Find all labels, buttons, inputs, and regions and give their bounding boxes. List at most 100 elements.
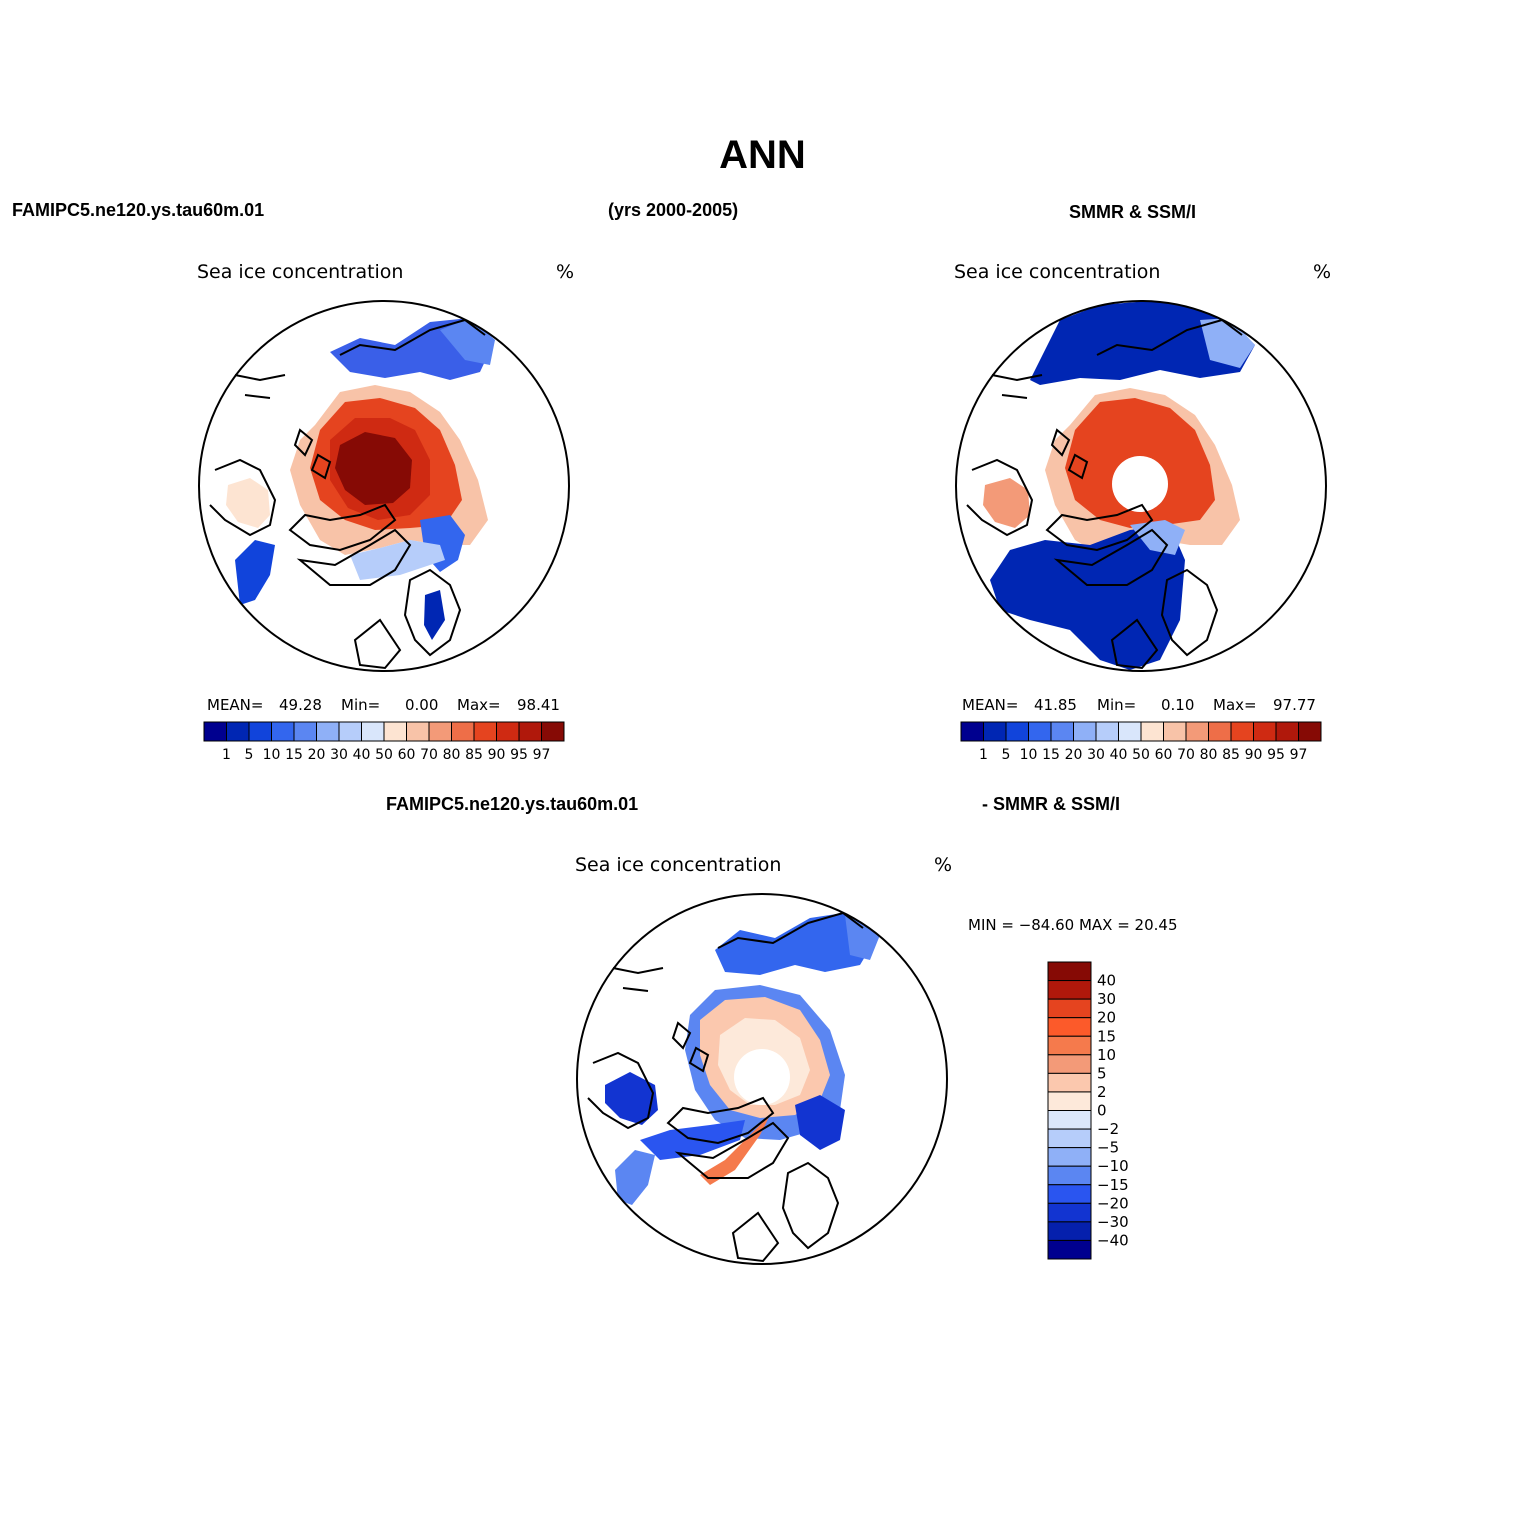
diff-colorbar-swatch bbox=[1047, 1072, 1092, 1093]
model-colorbar-swatch bbox=[518, 721, 542, 742]
obs-min-value: 0.10 bbox=[1161, 696, 1195, 714]
model-panel-units: % bbox=[556, 261, 575, 283]
obs-colorbar-swatch bbox=[1185, 721, 1209, 742]
obs-colorbar-swatch bbox=[1050, 721, 1074, 742]
model-coastlines bbox=[209, 318, 486, 670]
model-panel-variable: Sea ice concentration bbox=[197, 261, 404, 283]
obs-panel-units: % bbox=[1313, 261, 1332, 283]
obs-colorbar-tick-label: 50 bbox=[1132, 747, 1150, 763]
diff-colorbar-swatch bbox=[1047, 1221, 1092, 1241]
diff-colorbar-tick-label: −5 bbox=[1097, 1139, 1119, 1157]
obs-ice-atlantic bbox=[990, 525, 1185, 670]
model-map-boundary bbox=[198, 300, 570, 672]
model-colorbar-tick-label: 85 bbox=[465, 747, 483, 763]
model-colorbar-swatch bbox=[428, 721, 452, 742]
model-colorbar-tick-label: 70 bbox=[420, 747, 438, 763]
model-colorbar-tick-label: 1 bbox=[222, 747, 231, 763]
diff-greenland-sea bbox=[795, 1095, 845, 1150]
model-colorbar-tick-label: 50 bbox=[375, 747, 393, 763]
obs-colorbar-swatch bbox=[1095, 721, 1119, 742]
obs-ice-atlantic-edge bbox=[1130, 520, 1185, 555]
model-colorbar-tick-label: 15 bbox=[285, 747, 303, 763]
model-colorbar-swatch bbox=[203, 721, 227, 742]
model-colorbar-swatch bbox=[338, 721, 362, 742]
diff-colorbar-swatch bbox=[1047, 1165, 1092, 1186]
diff-obs-label: - SMMR & SSM/I bbox=[982, 794, 1120, 814]
obs-colorbar-tick-label: 60 bbox=[1155, 747, 1173, 763]
obs-panel-variable: Sea ice concentration bbox=[954, 261, 1161, 283]
obs-colorbar-swatch bbox=[1230, 721, 1254, 742]
model-run-label: FAMIPC5.ne120.ys.tau60m.01 bbox=[12, 200, 265, 220]
diff-model-run-label: FAMIPC5.ne120.ys.tau60m.01 bbox=[386, 794, 639, 814]
diff-colorbar-swatch bbox=[1047, 1091, 1092, 1111]
model-mean-value: 49.28 bbox=[279, 696, 322, 714]
model-colorbar-tick-label: 30 bbox=[330, 747, 348, 763]
diff-minmax: MIN = −84.60 MAX = 20.45 bbox=[968, 916, 1178, 934]
diff-colorbar-swatch bbox=[1047, 1147, 1092, 1167]
obs-dataset-label: SMMR & SSM/I bbox=[1069, 202, 1197, 222]
obs-colorbar-tick-label: 15 bbox=[1042, 747, 1060, 763]
obs-colorbar-tick-label: 97 bbox=[1290, 747, 1308, 763]
diff-colorbar-swatch bbox=[1047, 1054, 1092, 1074]
model-colorbar-swatch bbox=[406, 721, 430, 742]
obs-min-label: Min= bbox=[1097, 696, 1137, 714]
model-colorbar-swatch bbox=[226, 721, 250, 742]
diff-atlantic-streak bbox=[700, 1115, 770, 1185]
model-colorbar-tick-label: 90 bbox=[488, 747, 506, 763]
model-colorbar-tick-label: 40 bbox=[353, 747, 371, 763]
model-colorbar-swatch bbox=[293, 721, 317, 742]
model-colorbar-tick-label: 97 bbox=[533, 747, 551, 763]
model-colorbar-swatch bbox=[473, 721, 497, 742]
model-colorbar-tick-label: 10 bbox=[263, 747, 281, 763]
model-colorbar-swatch bbox=[383, 721, 407, 742]
diff-atlantic-blue bbox=[640, 1120, 745, 1160]
obs-colorbar-tick-label: 95 bbox=[1267, 747, 1285, 763]
model-colorbar-swatch bbox=[361, 721, 385, 742]
model-ice-atlantic-edge bbox=[350, 540, 445, 580]
diff-labrador bbox=[615, 1150, 655, 1205]
model-colorbar-swatch bbox=[541, 721, 565, 742]
diff-coastlines bbox=[587, 911, 864, 1263]
model-polar-map bbox=[198, 300, 570, 672]
years-label: (yrs 2000-2005) bbox=[608, 200, 739, 220]
obs-colorbar-tick-label: 1 bbox=[979, 747, 988, 763]
diff-colorbar-tick-label: −10 bbox=[1097, 1157, 1129, 1175]
diff-colorbar-tick-label: −2 bbox=[1097, 1120, 1119, 1138]
diff-colorbar-swatch bbox=[1047, 1184, 1092, 1204]
diff-pacific bbox=[715, 912, 878, 975]
model-max-label: Max= bbox=[457, 696, 501, 714]
obs-colorbar: 1 5 10 15 20 30 40 50 60 70 80 85 90 95 97 bbox=[960, 721, 1322, 763]
model-colorbar-tick-label: 60 bbox=[398, 747, 416, 763]
model-min-label: Min= bbox=[341, 696, 381, 714]
obs-colorbar-swatch bbox=[1253, 721, 1277, 742]
obs-colorbar-tick-label: 40 bbox=[1110, 747, 1128, 763]
obs-colorbar-tick-label: 30 bbox=[1087, 747, 1105, 763]
obs-mean-label: MEAN= bbox=[962, 696, 1019, 714]
diff-colorbar-tick-label: −15 bbox=[1097, 1176, 1129, 1194]
obs-colorbar-tick-label: 80 bbox=[1200, 747, 1218, 763]
diff-colorbar-tick-label: 40 bbox=[1097, 972, 1116, 990]
model-colorbar-swatch bbox=[248, 721, 272, 742]
obs-max-value: 97.77 bbox=[1273, 696, 1316, 714]
obs-colorbar-swatch bbox=[960, 721, 984, 742]
diff-colorbar-tick-label: 30 bbox=[1097, 990, 1116, 1008]
diff-pole-hole bbox=[734, 1049, 790, 1105]
model-colorbar-swatch bbox=[316, 721, 340, 742]
obs-polar-map bbox=[955, 300, 1327, 672]
obs-colorbar-swatch bbox=[1208, 721, 1232, 742]
model-mean-label: MEAN= bbox=[207, 696, 264, 714]
diff-map-boundary bbox=[576, 893, 948, 1265]
diff-colorbar-swatch bbox=[1047, 961, 1092, 982]
diff-colorbar-tick-label: 2 bbox=[1097, 1083, 1107, 1101]
model-colorbar-swatch bbox=[496, 721, 520, 742]
obs-mean-value: 41.85 bbox=[1034, 696, 1077, 714]
diff-colorbar-tick-label: −20 bbox=[1097, 1194, 1129, 1212]
diff-colorbar-swatch bbox=[1047, 1128, 1092, 1149]
obs-pole-hole bbox=[1112, 456, 1168, 512]
model-colorbar-tick-label: 95 bbox=[510, 747, 528, 763]
diff-colorbar-tick-label: −30 bbox=[1097, 1213, 1129, 1231]
model-max-value: 98.41 bbox=[517, 696, 560, 714]
model-colorbar: 1 5 10 15 20 30 40 50 60 70 80 85 90 95 97 bbox=[203, 721, 565, 763]
model-ice-hudson bbox=[226, 478, 270, 528]
obs-colorbar-tick-label: 90 bbox=[1245, 747, 1263, 763]
